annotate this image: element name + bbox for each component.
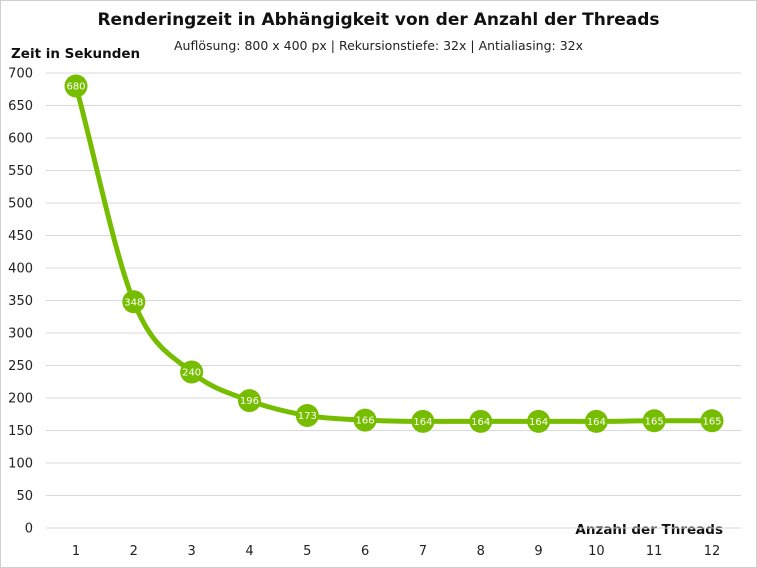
data-label: 173	[298, 411, 317, 422]
data-point	[700, 409, 724, 433]
y-tick-label: 550	[8, 164, 33, 179]
data-label: 164	[529, 417, 548, 428]
data-point	[64, 74, 88, 98]
y-tick-label: 200	[8, 392, 33, 407]
data-label: 165	[702, 416, 721, 427]
y-tick-label: 700	[8, 67, 33, 82]
x-tick-label: 3	[187, 544, 195, 559]
x-tick-label: 5	[303, 544, 311, 559]
data-point	[469, 409, 493, 433]
data-point	[527, 409, 551, 433]
y-tick-label: 250	[8, 359, 33, 374]
y-tick-label: 650	[8, 99, 33, 114]
x-tick-label: 6	[361, 544, 369, 559]
series-layer	[73, 83, 715, 424]
x-tick-label: 12	[704, 544, 721, 559]
y-tick-label: 600	[8, 132, 33, 147]
data-point	[353, 408, 377, 432]
data-point	[295, 404, 319, 428]
y-axis-ticks: 0 50 100 150 200 250 300 350 400 450 500 550 600 650 7…	[8, 67, 33, 537]
x-axis-label: Anzahl der Threads	[575, 522, 723, 538]
data-label: 165	[645, 416, 664, 427]
data-label: 164	[471, 417, 490, 428]
y-tick-label: 0	[25, 522, 33, 537]
x-tick-label: 8	[477, 544, 485, 559]
y-tick-label: 150	[8, 424, 33, 439]
y-tick-label: 100	[8, 457, 33, 472]
chart-subtitle: Auflösung: 800 x 400 px | Rekursionstief…	[173, 38, 584, 53]
data-points: 680 348 240 196 173 166 164 164 164 164 165 165	[64, 74, 724, 433]
x-tick-label: 4	[245, 544, 253, 559]
data-point	[411, 409, 435, 433]
gridlines	[46, 72, 741, 529]
x-tick-label: 11	[646, 544, 663, 559]
x-tick-label: 7	[419, 544, 427, 559]
x-axis-ticks: 1 2 3 4 5 6 7 8 9 10 11 12	[72, 544, 720, 559]
data-label: 196	[240, 396, 259, 407]
y-tick-label: 300	[8, 327, 33, 342]
data-point	[122, 290, 146, 314]
y-tick-label: 50	[16, 489, 33, 504]
data-label: 166	[356, 416, 375, 427]
data-label: 240	[182, 368, 201, 379]
data-point	[237, 389, 261, 413]
data-label: 680	[66, 82, 85, 93]
x-tick-label: 2	[130, 544, 138, 559]
y-tick-label: 500	[8, 197, 33, 212]
x-tick-label: 9	[534, 544, 542, 559]
x-tick-label: 10	[588, 544, 605, 559]
data-point	[642, 409, 666, 433]
chart-title: Renderingzeit in Abhängigkeit von der An…	[97, 10, 660, 30]
y-tick-label: 450	[8, 229, 33, 244]
data-label: 164	[587, 417, 606, 428]
series-line	[73, 83, 715, 424]
y-tick-label: 350	[8, 294, 33, 309]
data-label: 164	[413, 417, 432, 428]
y-tick-label: 400	[8, 262, 33, 277]
data-label: 348	[124, 297, 143, 308]
data-point	[584, 409, 608, 433]
y-axis-label: Zeit in Sekunden	[11, 46, 141, 62]
x-tick-label: 1	[72, 544, 80, 559]
data-point	[180, 360, 204, 384]
